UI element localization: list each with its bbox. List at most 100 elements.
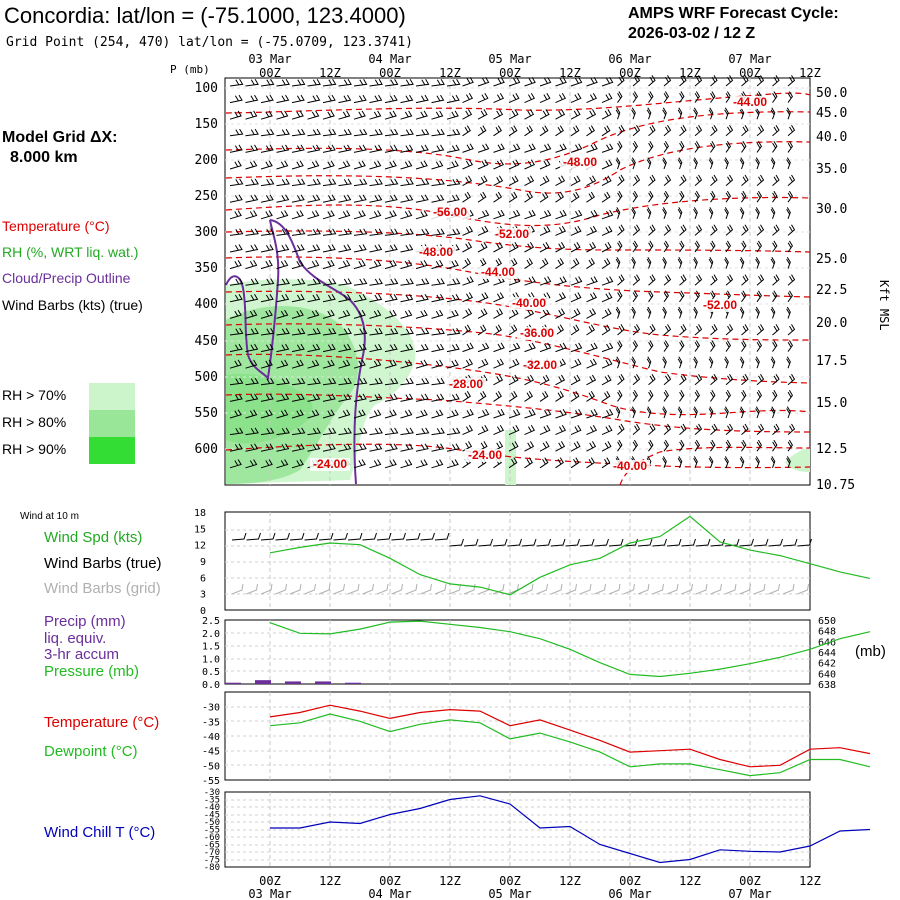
wind-barb (338, 194, 352, 203)
pressure-line (269, 620, 871, 678)
wind-barb (663, 290, 669, 303)
wind-barb (555, 191, 564, 203)
wind-barb (291, 244, 305, 253)
wind-barb (415, 409, 428, 419)
wind-barb (524, 175, 535, 187)
contour-label-bg (517, 327, 557, 340)
wind-barb (369, 94, 383, 104)
wind-barb (601, 191, 611, 203)
wind-chill-grid (225, 792, 810, 867)
pressure-ticks: 100 150 200 250 300 350 400 450 500 550 600 (195, 81, 218, 457)
wind-barb-10m (275, 532, 290, 541)
wind-barb (291, 377, 306, 386)
wind-barb (462, 93, 474, 104)
wind-barb (741, 390, 747, 402)
precip-tick: 2.5 (202, 616, 220, 627)
wind-barb (229, 144, 243, 153)
wind-barb-10m (753, 538, 769, 547)
wind-barb (229, 260, 242, 270)
wind-barb (307, 443, 321, 452)
wind-barb (260, 79, 275, 87)
kft-tick-label: 17.5 (816, 354, 847, 369)
wind-barb (431, 328, 445, 336)
wind-barb (617, 423, 625, 435)
wind-barb (508, 342, 521, 353)
contour-label-bg (610, 460, 650, 473)
wind-barb (245, 278, 259, 286)
wind-barb (648, 141, 654, 153)
contour-label-bg (416, 246, 456, 259)
wind-barb (369, 427, 383, 436)
wind-barb (755, 256, 760, 269)
wind-barb (663, 274, 672, 286)
wind-barb-grid (768, 583, 780, 595)
wind-barb-10m (463, 538, 479, 547)
wind-barb (617, 224, 625, 236)
wind-barb (570, 457, 580, 469)
wind-barb (322, 278, 337, 286)
wind-barb (586, 457, 595, 469)
wind-barb (462, 225, 474, 236)
wind-barb (260, 110, 273, 120)
wind-barb (739, 356, 745, 369)
wind-barb (755, 207, 760, 219)
wind-barb (307, 160, 320, 170)
contour-label-bg (446, 378, 486, 391)
wind-barb (648, 423, 656, 435)
wind-barb (632, 141, 638, 153)
wind-barb (617, 390, 623, 402)
wind-barb (539, 125, 549, 137)
wind-barb (415, 359, 428, 369)
wind-barb (662, 157, 667, 170)
wind-barb (400, 377, 414, 386)
wind-barb (493, 109, 504, 120)
wind-barb (615, 157, 621, 170)
wind-barb (741, 224, 749, 236)
cycle-value: 2026-03-02 / 12 Z (628, 25, 755, 42)
wind-barb (291, 178, 306, 187)
wind-barb (338, 393, 352, 402)
wind-chill-tick: -50 (204, 818, 220, 828)
wind-barb (631, 207, 636, 219)
wind-barb (648, 190, 654, 203)
wind-barb (617, 91, 623, 103)
wind-barb (725, 124, 734, 137)
wind-barb (353, 377, 368, 386)
temperature-contour-label: -56.00 (433, 205, 467, 219)
wind-barb-grid (652, 583, 664, 595)
wind-barb (555, 292, 567, 303)
wind-barb (415, 328, 430, 336)
wind-barb (291, 160, 304, 170)
wind-barb (539, 342, 552, 353)
wind-barb (679, 373, 687, 386)
wind-barb (415, 427, 430, 436)
wind-barb-grid (623, 583, 635, 595)
wind-barb (245, 294, 259, 303)
wind-barb (322, 160, 335, 170)
wind-barb (369, 278, 383, 286)
top-hour-tick: 12Z (799, 66, 821, 80)
wind-barb (384, 359, 397, 369)
wind-barb (508, 143, 521, 153)
wind-barb (663, 174, 672, 186)
wind-barb (245, 128, 259, 137)
legend-precip-liq: liq. equiv. (44, 630, 106, 647)
temperature-frame (224, 691, 811, 781)
wind-barb-grid (434, 583, 447, 595)
temperature-contour (225, 196, 811, 227)
wind-barb (741, 340, 747, 352)
wind-barb (570, 191, 580, 203)
temperature-contour (225, 111, 811, 165)
wind-barb (555, 342, 567, 353)
wind-barb (307, 328, 321, 336)
wind-barb (276, 110, 289, 120)
wind-barb (694, 174, 703, 186)
top-hour-tick: 12Z (559, 66, 581, 80)
wind-barb (648, 75, 656, 87)
bottom-hour-tick: 00Z (619, 874, 641, 888)
wind-barb (663, 423, 672, 435)
wind-barb (601, 93, 613, 104)
wind-barb (739, 207, 745, 219)
wind-barb (369, 359, 382, 369)
wind-barb (508, 93, 520, 104)
